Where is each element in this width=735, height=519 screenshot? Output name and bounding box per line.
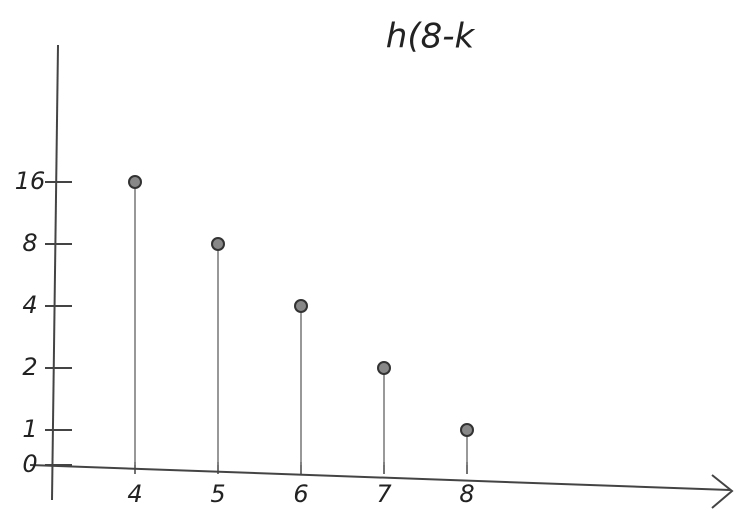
- x-tick-label: 4: [127, 480, 142, 508]
- chart: h(8-k 0 1 2 4 8 16 4 5 6 7 8: [0, 0, 735, 519]
- y-tick-label: 16: [15, 167, 46, 195]
- y-tick-label: 4: [22, 291, 37, 319]
- x-tick-label: 8: [459, 480, 474, 508]
- y-axis: [52, 45, 58, 500]
- x-tick-label: 5: [210, 480, 225, 508]
- y-tick-label: 1: [22, 415, 37, 443]
- stem-marker: [295, 300, 307, 312]
- x-tick-label: 7: [376, 480, 392, 508]
- x-tick-label: 6: [293, 480, 308, 508]
- stem-marker: [378, 362, 390, 374]
- y-tick-label: 8: [22, 229, 37, 257]
- x-axis-arrow: [712, 475, 732, 508]
- y-tick-label: 0: [22, 450, 37, 478]
- stem-marker: [461, 424, 473, 436]
- stem-marker: [212, 238, 224, 250]
- stem-marker: [129, 176, 141, 188]
- chart-title: h(8-k: [386, 17, 476, 57]
- y-tick-label: 2: [22, 353, 37, 381]
